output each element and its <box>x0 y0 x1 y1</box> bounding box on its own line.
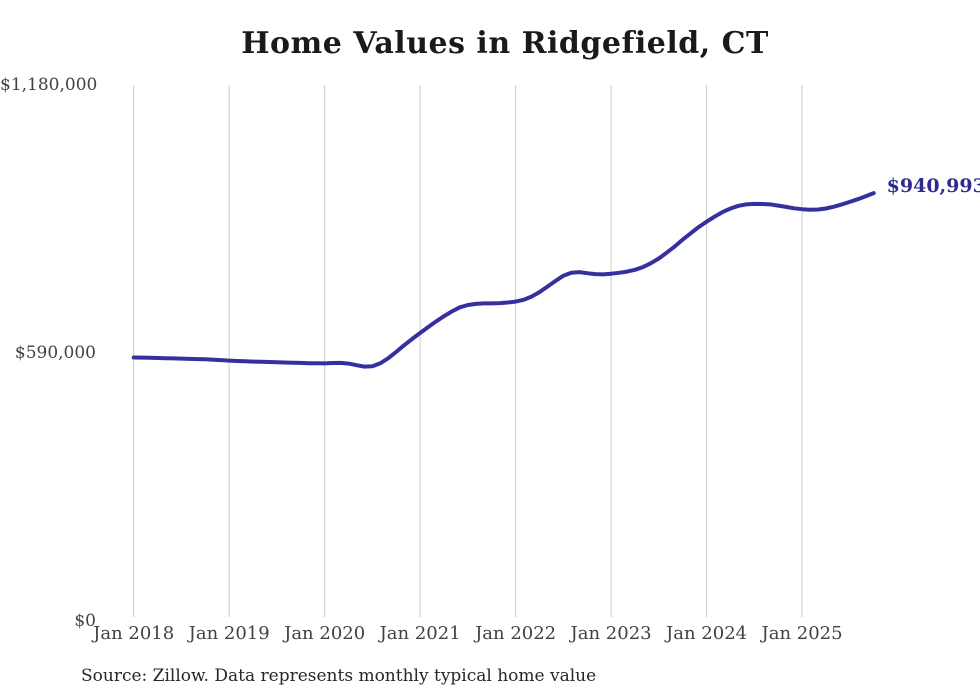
home-value-line <box>131 191 876 369</box>
x-tick-label: Jan 2019 <box>188 623 270 644</box>
latest-value-label: $940,993 <box>886 175 980 198</box>
y-tick-label: $1,180,000 <box>0 74 98 95</box>
x-tick-label: Jan 2023 <box>570 623 652 644</box>
chart-title: Home Values in Ridgefield, CT <box>241 26 769 61</box>
y-tick-label: $590,000 <box>14 342 96 363</box>
x-tick-label: Jan 2018 <box>93 623 175 644</box>
x-tick-label: Jan 2025 <box>761 623 843 644</box>
source-note: Source: Zillow. Data represents monthly … <box>81 666 597 686</box>
x-tick-label: Jan 2024 <box>666 623 748 644</box>
x-tick-label: Jan 2020 <box>284 623 366 644</box>
x-tick-label: Jan 2022 <box>475 623 557 644</box>
x-tick-label: Jan 2021 <box>379 623 461 644</box>
y-tick-label: $0 <box>74 610 96 631</box>
